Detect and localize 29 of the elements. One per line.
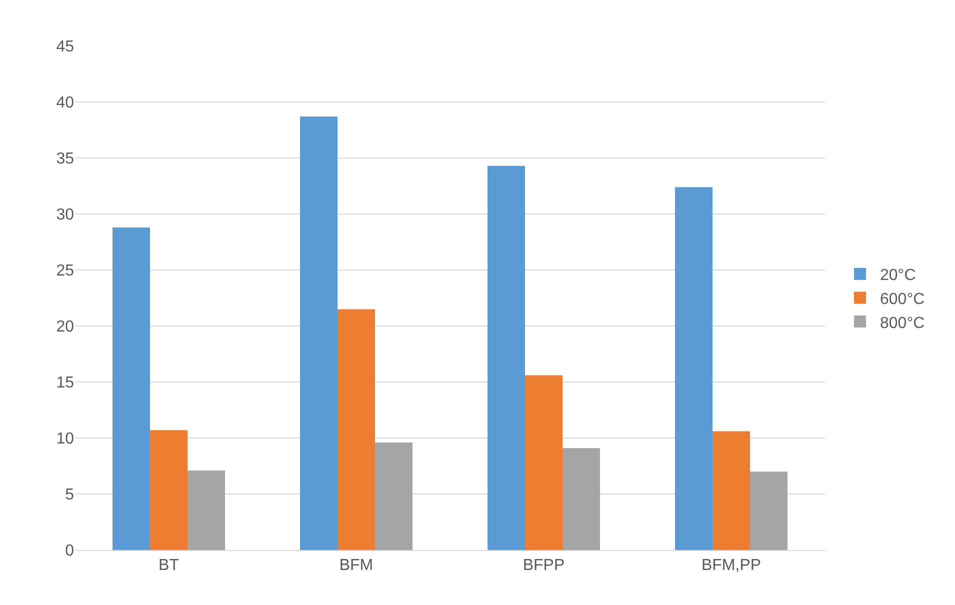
bar: [712, 431, 750, 550]
bar: [150, 430, 188, 550]
bar: [562, 448, 600, 550]
legend-label: 800°C: [880, 314, 925, 332]
y-tick-label: 45: [56, 38, 74, 56]
bar: [488, 166, 525, 550]
bar: [300, 116, 338, 550]
bar: [525, 375, 562, 550]
y-tick-label: 15: [56, 374, 74, 392]
x-tick-label: BFM,PP: [701, 557, 762, 574]
legend-label: 600°C: [880, 290, 925, 308]
y-tick-label: 35: [56, 150, 74, 168]
x-tick-label: BFPP: [522, 557, 565, 574]
bar: [750, 472, 788, 550]
bar: [675, 187, 712, 550]
y-tick-label: 40: [56, 94, 74, 112]
bar: [188, 470, 225, 550]
y-tick-label: 20: [56, 318, 74, 336]
bar: [375, 442, 412, 550]
x-tick-label: BFM: [339, 557, 374, 574]
y-tick-label: 25: [56, 262, 74, 280]
y-tick-label: 30: [56, 206, 74, 224]
bar: [338, 309, 375, 550]
y-tick-label: 0: [65, 542, 74, 560]
legend-label: 20°C: [880, 267, 916, 284]
y-tick-label: 10: [56, 430, 74, 448]
x-tick-label: BT: [158, 557, 180, 574]
bar: [112, 227, 150, 550]
y-tick-label: 5: [65, 486, 74, 504]
